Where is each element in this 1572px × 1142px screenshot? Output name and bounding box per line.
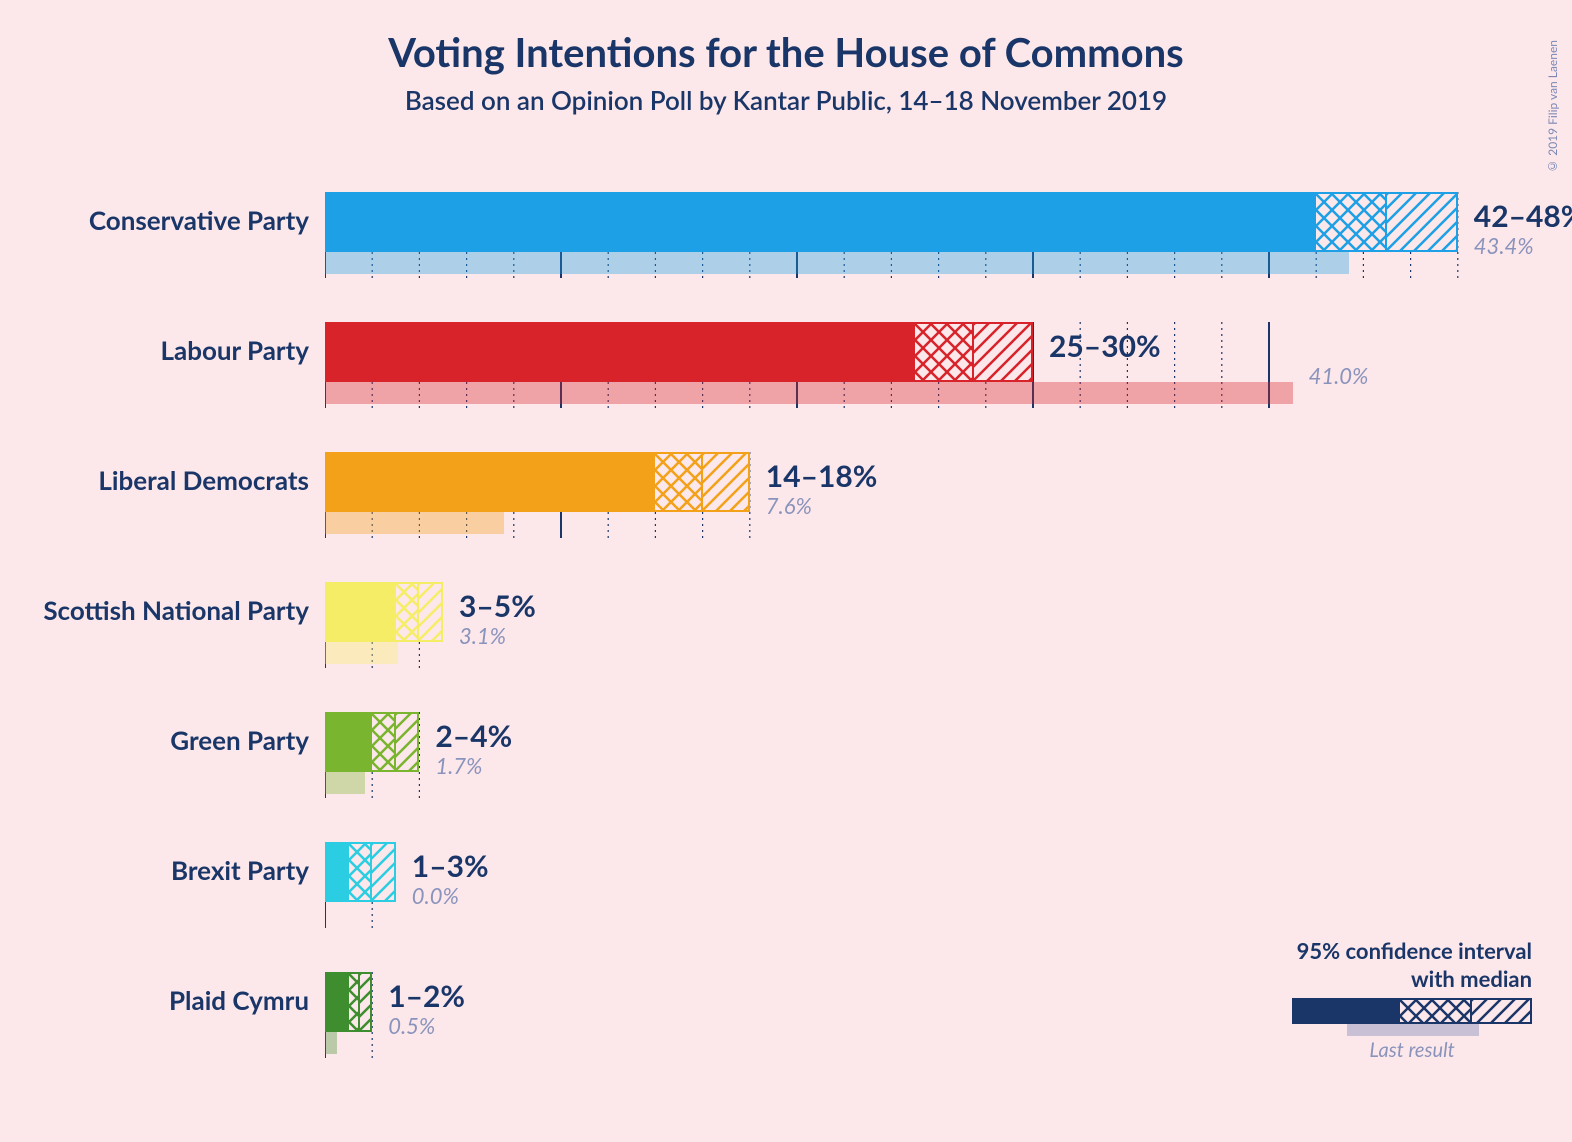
range-label: 1–3% — [412, 848, 489, 884]
bar-cross-hatch — [1316, 192, 1387, 252]
bar-diag-hatch — [974, 322, 1033, 382]
party-label: Scottish National Party — [43, 594, 309, 626]
range-label: 14–18% — [766, 458, 878, 494]
bar-previous — [325, 1032, 337, 1054]
range-label: 42–48% — [1474, 198, 1572, 234]
bar-diag-hatch — [396, 712, 420, 772]
bar-solid — [325, 712, 372, 772]
bar-solid — [325, 452, 655, 512]
bar-diag-hatch — [419, 582, 443, 642]
party-label: Conservative Party — [89, 204, 309, 236]
bar-cross-hatch — [655, 452, 702, 512]
chart-title: Voting Intentions for the House of Commo… — [0, 28, 1572, 76]
bar-solid — [325, 972, 349, 1032]
party-label: Brexit Party — [171, 854, 309, 886]
bar-diag-hatch — [703, 452, 750, 512]
bar-diag-hatch — [1387, 192, 1458, 252]
bar-previous — [325, 642, 398, 664]
prev-label: 3.1% — [459, 622, 506, 649]
prev-label: 7.6% — [766, 492, 812, 519]
prev-label: 41.0% — [1309, 362, 1369, 389]
bar-solid — [325, 322, 915, 382]
range-label: 3–5% — [459, 588, 536, 624]
bar-previous — [325, 382, 1293, 404]
bar-cross-hatch — [349, 842, 373, 902]
party-row: Labour Party25–30%41.0% — [325, 322, 1505, 404]
party-row: Scottish National Party3–5%3.1% — [325, 582, 1505, 664]
party-label: Labour Party — [161, 334, 310, 366]
legend-title: 95% confidence interval with median — [1292, 937, 1532, 992]
range-label: 25–30% — [1049, 328, 1161, 364]
bar-previous — [325, 772, 365, 794]
bar-solid — [325, 582, 396, 642]
legend-bar — [1292, 998, 1532, 1024]
party-label: Liberal Democrats — [98, 464, 309, 496]
party-row: Brexit Party1–3%0.0% — [325, 842, 1505, 924]
legend-prev-bar — [1347, 1024, 1479, 1036]
party-label: Green Party — [170, 724, 309, 756]
bar-solid — [325, 192, 1316, 252]
party-label: Plaid Cymru — [169, 984, 309, 1016]
bar-diag-hatch — [372, 842, 396, 902]
bar-cross-hatch — [349, 972, 361, 1032]
bar-previous — [325, 512, 504, 534]
chart-subtitle: Based on an Opinion Poll by Kantar Publi… — [0, 84, 1572, 116]
range-label: 1–2% — [388, 978, 465, 1014]
bar-previous — [325, 252, 1349, 274]
prev-label: 0.0% — [412, 882, 459, 909]
party-row: Liberal Democrats14–18%7.6% — [325, 452, 1505, 534]
prev-label: 1.7% — [435, 752, 482, 779]
party-row: Green Party2–4%1.7% — [325, 712, 1505, 794]
legend-prev-label: Last result — [1292, 1038, 1532, 1062]
bar-solid — [325, 842, 349, 902]
legend: 95% confidence interval with median Last… — [1292, 937, 1532, 1062]
copyright-text: © 2019 Filip van Laenen — [1545, 40, 1560, 174]
prev-label: 0.5% — [388, 1012, 435, 1039]
prev-label: 43.4% — [1474, 232, 1534, 259]
range-label: 2–4% — [435, 718, 512, 754]
bar-cross-hatch — [396, 582, 420, 642]
bar-cross-hatch — [915, 322, 974, 382]
bar-cross-hatch — [372, 712, 396, 772]
party-row: Conservative Party42–48%43.4% — [325, 192, 1505, 274]
bar-diag-hatch — [360, 972, 372, 1032]
